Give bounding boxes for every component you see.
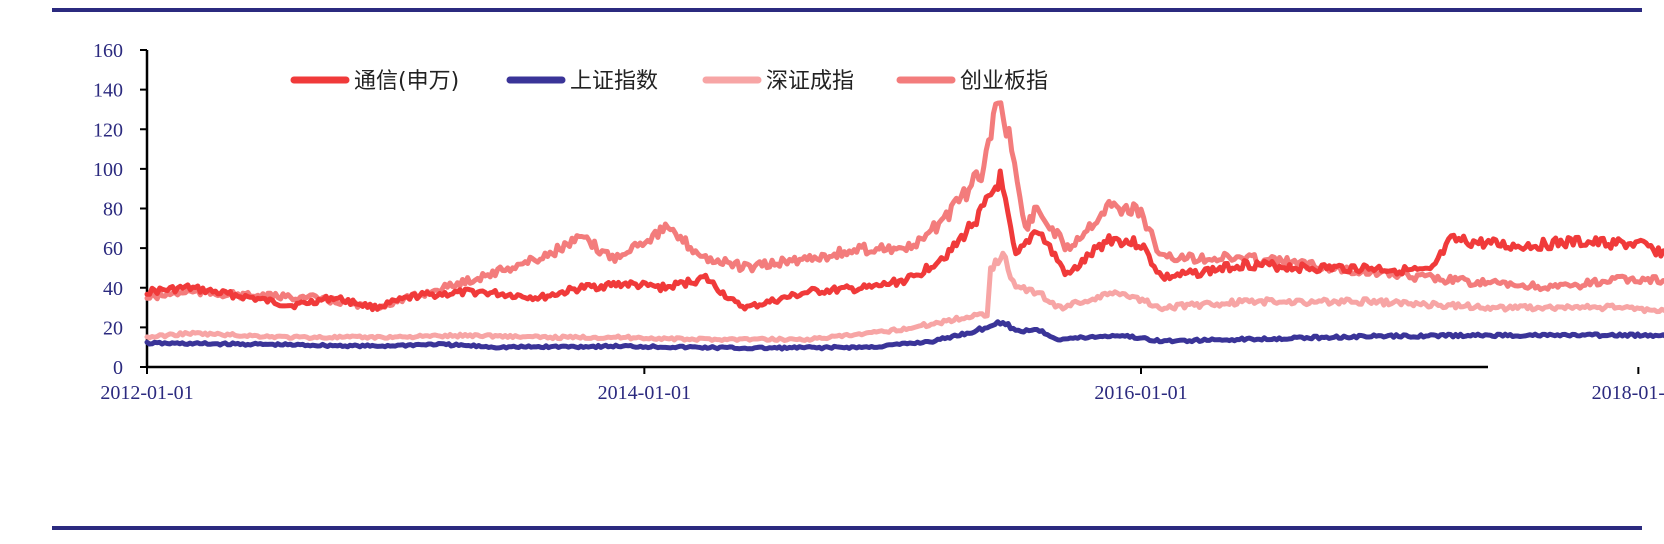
series-line-2: [144, 250, 1664, 343]
x-tick-label: 2018-01-01: [1592, 382, 1664, 404]
y-tick-label: 60: [103, 238, 123, 260]
y-tick-label: 140: [93, 80, 123, 102]
axes-group: 0 20 40 60 80 100 120 140 160 2012-01-01 2014-01-…: [93, 40, 1664, 404]
x-ticks: 2012-01-01 2014-01-01 2016-01-01 2018-01-01…: [100, 367, 1664, 404]
legend-label-1: 上证指数: [570, 69, 658, 94]
y-tick-label: 0: [113, 357, 123, 379]
x-tick-label: 2012-01-01: [100, 382, 193, 404]
y-tick-label: 120: [93, 119, 123, 141]
x-tick-label: 2014-01-01: [598, 382, 691, 404]
legend-label-3: 创业板指: [960, 69, 1048, 94]
y-ticks: 0 20 40 60 80 100 120 140 160: [93, 40, 147, 379]
series-line-1: [144, 319, 1664, 352]
top-divider-line: [52, 8, 1642, 12]
series-layer: [144, 100, 1664, 352]
bottom-divider-line: [52, 526, 1642, 530]
series-line-3: [144, 100, 1664, 311]
y-tick-label: 160: [93, 40, 123, 62]
series-line-0: [144, 168, 1664, 313]
legend-label-2: 深证成指: [766, 69, 854, 94]
y-tick-label: 20: [103, 317, 123, 339]
y-tick-label: 100: [93, 159, 123, 181]
x-tick-label: 2016-01-01: [1094, 382, 1187, 404]
y-tick-label: 40: [103, 278, 123, 300]
legend: 通信(申万) 上证指数 深证成指 创业板指: [290, 69, 1048, 94]
y-tick-label: 80: [103, 199, 123, 221]
legend-label-0: 通信(申万): [354, 69, 459, 94]
